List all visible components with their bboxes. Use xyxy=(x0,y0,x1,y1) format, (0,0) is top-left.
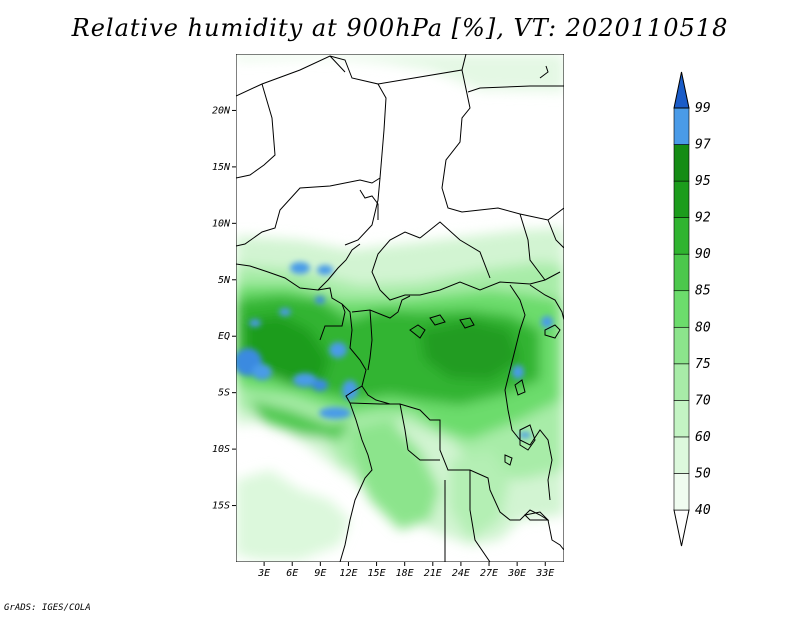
humidity-blue-patches xyxy=(236,262,553,438)
colorbar-label: 85 xyxy=(695,284,711,299)
colorbar-label: 90 xyxy=(695,247,711,262)
colorbar-swatch xyxy=(673,473,690,511)
lon-tick-label: 21E xyxy=(424,568,442,579)
lon-tick-label: 33E xyxy=(535,568,554,579)
colorbar-label: 80 xyxy=(695,320,711,335)
colorbar-swatch xyxy=(673,363,690,401)
colorbar-swatch xyxy=(673,253,690,292)
colorbar-label: 40 xyxy=(695,503,711,518)
lon-tick-label: 18E xyxy=(396,568,414,579)
lat-tick-label: 15S xyxy=(212,501,230,512)
lon-tick-label: 15E xyxy=(368,568,386,579)
credit-text: GrADS: IGES/COLA xyxy=(4,603,91,613)
colorbar-label: 70 xyxy=(695,393,711,408)
colorbar: 40 50 60 70 75 80 85 90 92 95 97 99 xyxy=(673,71,711,547)
colorbar-label: 97 xyxy=(695,138,711,153)
lon-tick-label: 27E xyxy=(480,568,498,579)
colorbar-label: 60 xyxy=(695,430,711,445)
colorbar-label: 92 xyxy=(695,211,711,226)
colorbar-swatch xyxy=(673,290,690,328)
lat-tick-label: EQ xyxy=(218,331,230,342)
colorbar-swatch xyxy=(673,326,690,365)
humidity-field xyxy=(236,54,564,562)
colorbar-under-arrow xyxy=(673,509,690,547)
colorbar-swatch xyxy=(673,217,690,255)
lon-tick-label: 24E xyxy=(452,568,470,579)
chart-title: Relative humidity at 900hPa [%], VT: 202… xyxy=(71,14,729,42)
lat-tick-label: 5N xyxy=(218,275,231,286)
colorbar-swatch xyxy=(673,436,690,474)
colorbar-swatch xyxy=(673,180,690,218)
colorbar-label: 95 xyxy=(695,174,711,189)
lon-tick-label: 30E xyxy=(507,568,526,579)
lon-tick-label: 9E xyxy=(314,568,326,579)
colorbar-label: 75 xyxy=(695,357,711,372)
colorbar-label: 50 xyxy=(695,466,711,481)
longitude-axis: 3E 6E 9E 12E 15E 18E 21E 24E 27E 30E 33E xyxy=(257,562,554,579)
colorbar-label: 99 xyxy=(695,101,711,116)
colorbar-swatch xyxy=(673,400,690,438)
latitude-axis: 20N 15N 10N 5N EQ 5S 10S 15S xyxy=(212,105,236,512)
country-borders xyxy=(236,54,564,562)
lon-tick-label: 3E xyxy=(257,568,270,579)
colorbar-swatch xyxy=(673,107,690,145)
colorbar-swatch xyxy=(673,144,690,182)
lat-tick-label: 10N xyxy=(212,218,231,229)
lat-tick-label: 15N xyxy=(212,162,231,173)
lon-tick-label: 6E xyxy=(286,568,298,579)
lat-tick-label: 5S xyxy=(218,388,230,399)
colorbar-over-arrow xyxy=(673,71,690,109)
lat-tick-label: 10S xyxy=(212,444,230,455)
lat-tick-label: 20N xyxy=(212,105,231,116)
lon-tick-label: 12E xyxy=(339,568,357,579)
